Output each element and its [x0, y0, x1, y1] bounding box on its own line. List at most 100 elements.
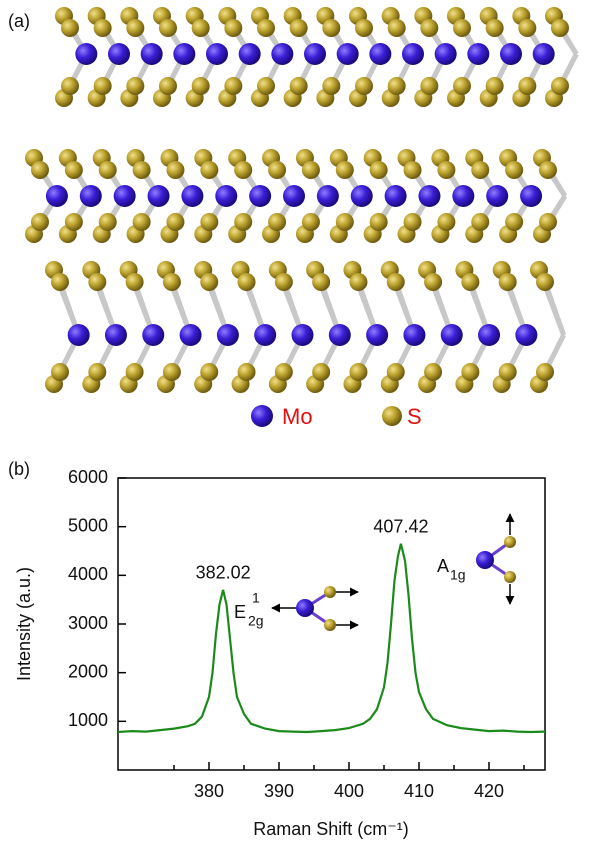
atom-mo: [148, 185, 170, 207]
legend-swatch: [382, 406, 402, 426]
x-tick-label: 410: [404, 781, 434, 801]
atom-mo: [271, 43, 293, 65]
mode-symbol: A: [437, 556, 449, 576]
atom-mo: [217, 324, 239, 346]
atom-s: [336, 213, 354, 231]
atom-s: [486, 77, 504, 95]
atom-mo: [292, 324, 314, 346]
atom-mo: [402, 43, 424, 65]
atom-s: [99, 161, 117, 179]
mode-symbol: E: [234, 602, 246, 622]
mode-subscript: 2g: [248, 613, 264, 629]
atom-s: [94, 77, 112, 95]
atom-mo: [520, 185, 542, 207]
atom-s: [234, 213, 252, 231]
atom-s: [518, 77, 536, 95]
atom-mo: [329, 324, 351, 346]
atom-mo: [478, 324, 500, 346]
y-tick-label: 2000: [68, 661, 108, 681]
atom-s: [159, 77, 177, 95]
atom-s: [349, 363, 367, 381]
atom-s: [65, 213, 83, 231]
mode-superscript: 1: [252, 590, 260, 606]
atom-mo: [317, 185, 339, 207]
atom-s: [437, 161, 455, 179]
atom-s: [126, 77, 144, 95]
atom-mo: [173, 43, 195, 65]
atom-mo: [215, 185, 237, 207]
atom-s: [388, 19, 406, 37]
atom-s: [505, 213, 523, 231]
legend-label: Mo: [282, 404, 313, 429]
atom-s: [453, 19, 471, 37]
atom-s: [192, 77, 210, 95]
atom-mo: [180, 324, 202, 346]
atom-mo: [351, 185, 373, 207]
atom-s: [302, 161, 320, 179]
atom-s: [133, 161, 151, 179]
legend-label: S: [407, 404, 422, 429]
atom-s: [420, 77, 438, 95]
atom-s: [31, 161, 49, 179]
y-tick-label: 5000: [68, 515, 108, 535]
atom-s: [290, 19, 308, 37]
spectrum-line: [118, 544, 545, 732]
atom-s: [163, 363, 181, 381]
atom-s: [387, 273, 405, 291]
y-tick-label: 1000: [68, 710, 108, 730]
atom-s: [404, 161, 422, 179]
atom-s: [551, 77, 569, 95]
atom-mo: [254, 324, 276, 346]
atom-s: [322, 77, 340, 95]
atom-s: [99, 213, 117, 231]
atom-s: [133, 213, 151, 231]
atom-s: [505, 161, 523, 179]
atom-s: [370, 161, 388, 179]
x-tick-label: 420: [474, 781, 504, 801]
x-tick-label: 400: [334, 781, 364, 801]
atom-s: [234, 161, 252, 179]
atom-s: [453, 77, 471, 95]
atom-s: [536, 363, 554, 381]
atom-mo: [80, 185, 102, 207]
atom-s: [94, 19, 112, 37]
atom-s: [471, 161, 489, 179]
atom-s: [536, 273, 554, 291]
atom-mo: [46, 185, 68, 207]
x-tick-label: 380: [194, 781, 224, 801]
atom-mo: [385, 185, 407, 207]
atom-s: [322, 19, 340, 37]
atom-s: [224, 77, 242, 95]
atom-mo: [206, 43, 228, 65]
atom-mo: [467, 43, 489, 65]
atom-mo: [452, 185, 474, 207]
atom-s: [461, 273, 479, 291]
atom-s: [499, 273, 517, 291]
x-tick-label: 390: [264, 781, 294, 801]
atom-s: [518, 19, 536, 37]
atom-mo: [105, 324, 127, 346]
atom-mo: [403, 324, 425, 346]
atom-s: [551, 19, 569, 37]
y-tick-label: 4000: [68, 564, 108, 584]
atom-s: [268, 213, 286, 231]
atom-s: [126, 19, 144, 37]
atom-mo: [441, 324, 463, 346]
atom-s: [370, 213, 388, 231]
atom-mo: [114, 185, 136, 207]
atom-s: [290, 77, 308, 95]
atom-s: [539, 161, 557, 179]
atom-s: [471, 213, 489, 231]
x-axis-label: Raman Shift (cm⁻¹): [253, 819, 409, 839]
atom-s: [257, 77, 275, 95]
atom-s: [88, 273, 106, 291]
atom-mo: [418, 185, 440, 207]
atom-s: [159, 19, 177, 37]
atom-s: [61, 77, 79, 95]
atom-mo: [435, 43, 457, 65]
atom-mo: [108, 43, 130, 65]
atom-s: [200, 161, 218, 179]
atom-s: [268, 161, 286, 179]
mode-subscript: 1g: [450, 567, 466, 583]
y-axis-label: Intensity (a.u.): [14, 567, 34, 681]
